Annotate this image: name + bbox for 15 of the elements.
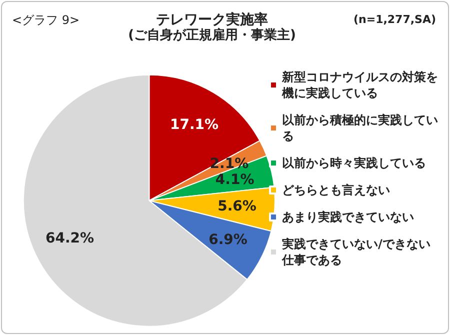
legend-label: 以前から時々実践している <box>282 156 426 170</box>
text: <グラフ 9> <box>12 13 80 27</box>
chart-title: テレワーク実施率 <box>156 11 268 28</box>
chart-subtitle: (ご自身が正規雇用・事業主) <box>128 27 296 43</box>
data-label: 5.6% <box>218 198 256 215</box>
text: (n=1,277,SA) <box>353 13 436 26</box>
legend-label: どちらとも言えない <box>282 183 390 197</box>
legend-label: 新型コロナウイルスの対策を機に実践している <box>281 70 438 100</box>
data-label: 17.1% <box>170 116 219 133</box>
data-label: 4.1% <box>215 172 254 188</box>
legend-label: 以前から積極的に実践している <box>282 113 438 143</box>
legend-label: あまり実践できていない <box>282 210 414 224</box>
data-label: 6.9% <box>208 232 248 248</box>
legend-label: 実践できていない/できない仕事である <box>281 237 430 267</box>
data-label: 64.2% <box>45 230 94 247</box>
